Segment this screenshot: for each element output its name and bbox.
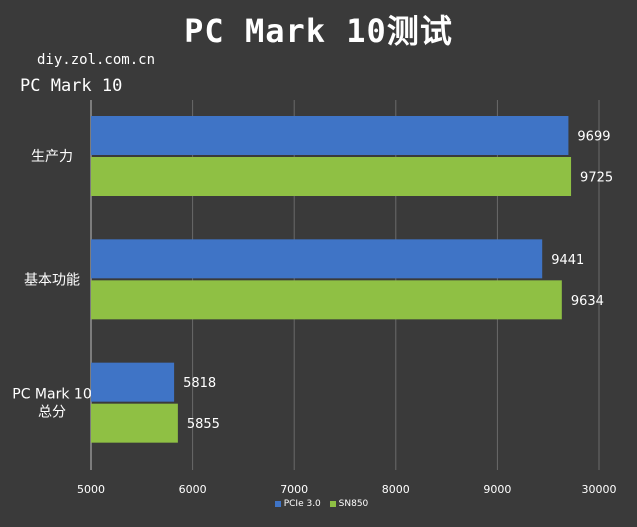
x-tick-label: 7000 [280, 483, 308, 496]
legend-swatch-sn850 [329, 500, 336, 507]
watermark: diy.zol.com.cn [37, 52, 156, 68]
bar-pcie3 [91, 239, 543, 279]
x-tick-label: 6000 [179, 483, 207, 496]
bar-pcie3 [91, 116, 569, 155]
category-label: 生产力 [31, 149, 73, 165]
data-label: 9725 [580, 171, 613, 186]
x-tick-label: 8000 [382, 483, 410, 496]
legend-label-pcie3: PCIe 3.0 [283, 499, 321, 509]
legend: PCIe 3.0 SN850 [0, 499, 637, 509]
chart-title: PC Mark 10测试 [184, 12, 453, 50]
legend-swatch-pcie3 [274, 500, 281, 507]
legend-label-sn850: SN850 [338, 499, 369, 509]
data-label: 9699 [577, 130, 610, 145]
x-tick-label: 5000 [77, 483, 105, 496]
bar-sn850 [91, 403, 178, 443]
data-label: 9634 [571, 294, 604, 309]
category-label-line: PC Mark 10 [12, 387, 91, 403]
bar-pcie3 [91, 362, 175, 402]
chart-subtitle: PC Mark 10 [20, 76, 123, 96]
x-tick-label: 30000 [582, 483, 617, 496]
data-label: 5818 [183, 376, 216, 391]
bar-sn850 [91, 280, 562, 320]
category-label: PC Mark 10 总分 [12, 387, 91, 421]
x-tick-label: 9000 [483, 483, 511, 496]
data-label: 9441 [551, 253, 584, 268]
category-label-line: 生产力 [31, 149, 73, 165]
data-label: 5855 [187, 417, 220, 432]
bar-sn850 [91, 157, 572, 196]
category-label-line: 总分 [38, 405, 66, 421]
category-label: 基本功能 [24, 271, 80, 288]
category-label-line: 基本功能 [24, 271, 80, 288]
